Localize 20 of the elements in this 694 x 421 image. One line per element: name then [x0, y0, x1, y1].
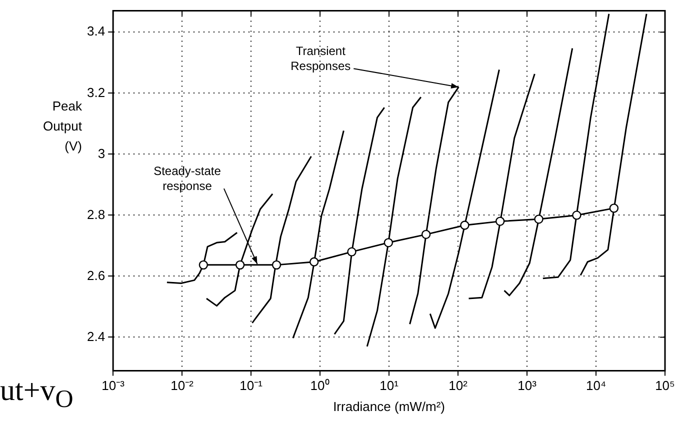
x-axis-title: Irradiance (mW/m²): [333, 398, 446, 414]
x-tick-label: 10⁻¹: [240, 378, 264, 394]
x-tick-label: 10⁻³: [102, 378, 126, 394]
x-tick-label: 10⁴: [586, 378, 606, 394]
x-tick-label: 10⁵: [655, 378, 675, 394]
y-axis-title: Peak Output (V): [42, 98, 82, 154]
x-tick-label: 10¹: [380, 378, 400, 394]
y-tick-label: 3.4: [86, 24, 106, 39]
annotation: Transient Responses: [290, 44, 351, 73]
text: ut+v$_{O}$: [0, 374, 74, 414]
annotation: Steady-state response: [154, 164, 222, 193]
x-tick-label: 10⁰: [310, 378, 330, 394]
y-tick-label: 2.8: [86, 206, 106, 222]
y-tick-label: 3.2: [86, 84, 106, 100]
y-tick-label: 2.4: [86, 328, 106, 344]
x-tick-label: 10²: [448, 378, 468, 394]
x-tick-label: 10³: [518, 378, 538, 394]
y-tick-label: 2.6: [86, 268, 106, 283]
x-tick-label: 10⁻²: [170, 378, 194, 394]
y-tick-label: 3: [98, 146, 106, 161]
